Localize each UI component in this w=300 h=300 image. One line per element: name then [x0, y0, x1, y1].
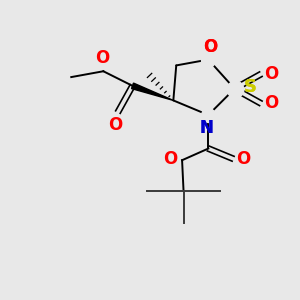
Text: S: S [243, 78, 256, 96]
Text: O: O [203, 38, 217, 56]
Text: N: N [200, 119, 214, 137]
Text: S: S [243, 78, 256, 96]
Text: N: N [200, 119, 214, 137]
Text: O: O [264, 94, 278, 112]
Text: O: O [95, 49, 109, 67]
Text: O: O [236, 150, 250, 168]
Text: O: O [264, 65, 278, 83]
Text: O: O [203, 38, 217, 56]
Text: O: O [164, 150, 178, 168]
Polygon shape [131, 83, 173, 100]
Text: O: O [108, 116, 122, 134]
